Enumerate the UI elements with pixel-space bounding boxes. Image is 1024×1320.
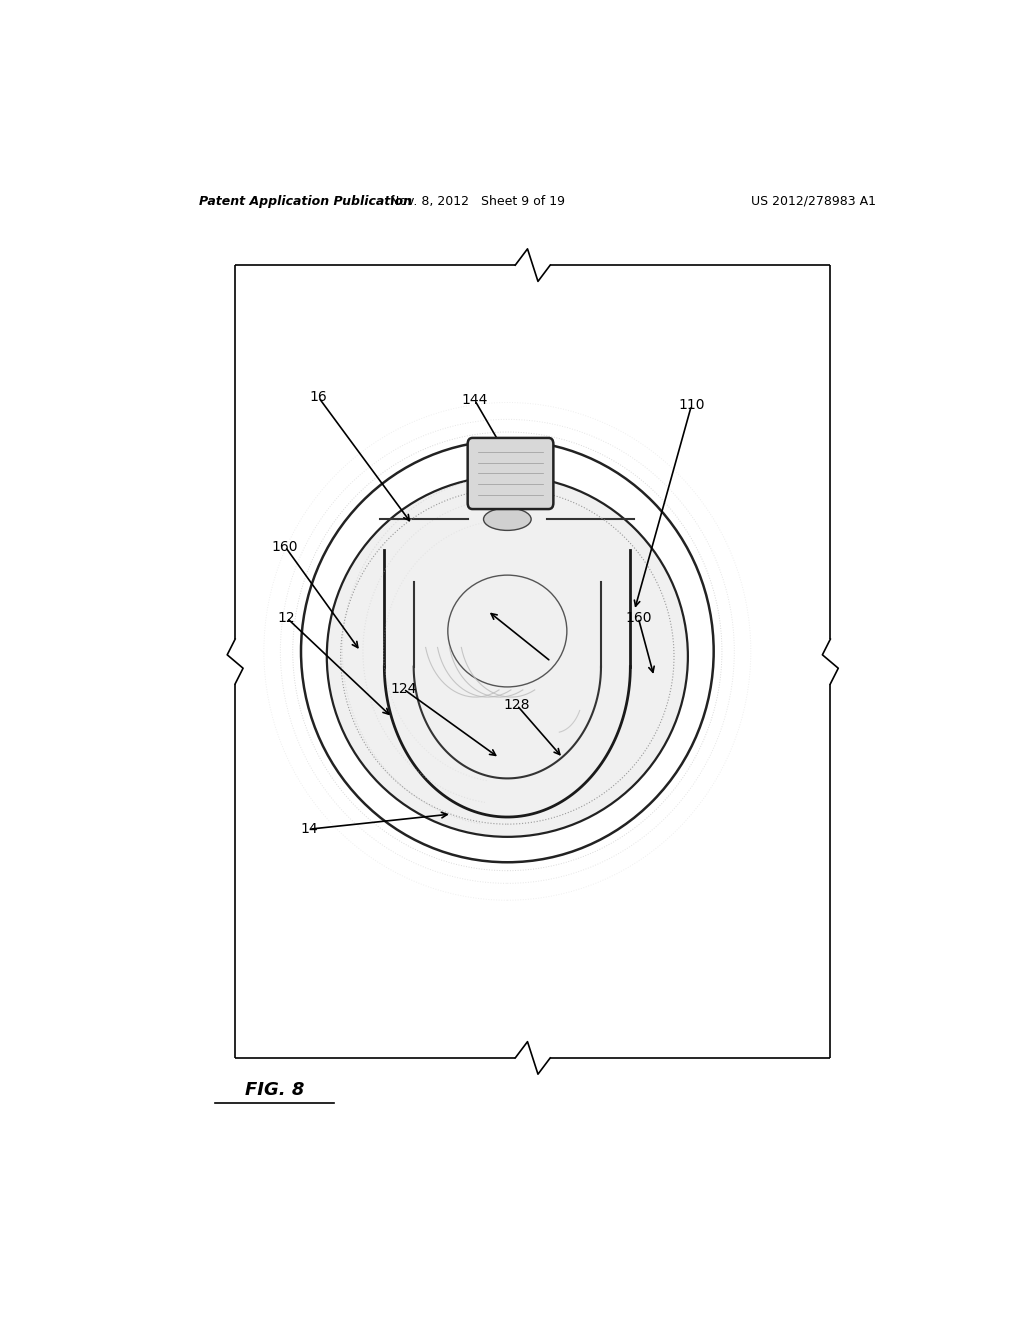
Text: 128: 128 — [504, 698, 530, 713]
Text: 124: 124 — [390, 682, 417, 696]
Text: 12: 12 — [278, 611, 296, 624]
Text: Patent Application Publication: Patent Application Publication — [200, 194, 413, 207]
Text: FIG. 8: FIG. 8 — [245, 1081, 304, 1100]
Text: 160: 160 — [272, 540, 298, 553]
Text: 14: 14 — [300, 822, 317, 837]
Ellipse shape — [483, 508, 531, 531]
Text: US 2012/278983 A1: US 2012/278983 A1 — [751, 194, 876, 207]
Ellipse shape — [327, 477, 688, 837]
Text: 16: 16 — [309, 391, 328, 404]
Text: 110: 110 — [678, 399, 705, 412]
FancyBboxPatch shape — [468, 438, 553, 510]
Text: 160: 160 — [625, 611, 651, 624]
Text: Nov. 8, 2012   Sheet 9 of 19: Nov. 8, 2012 Sheet 9 of 19 — [390, 194, 564, 207]
Text: 144: 144 — [462, 393, 488, 408]
